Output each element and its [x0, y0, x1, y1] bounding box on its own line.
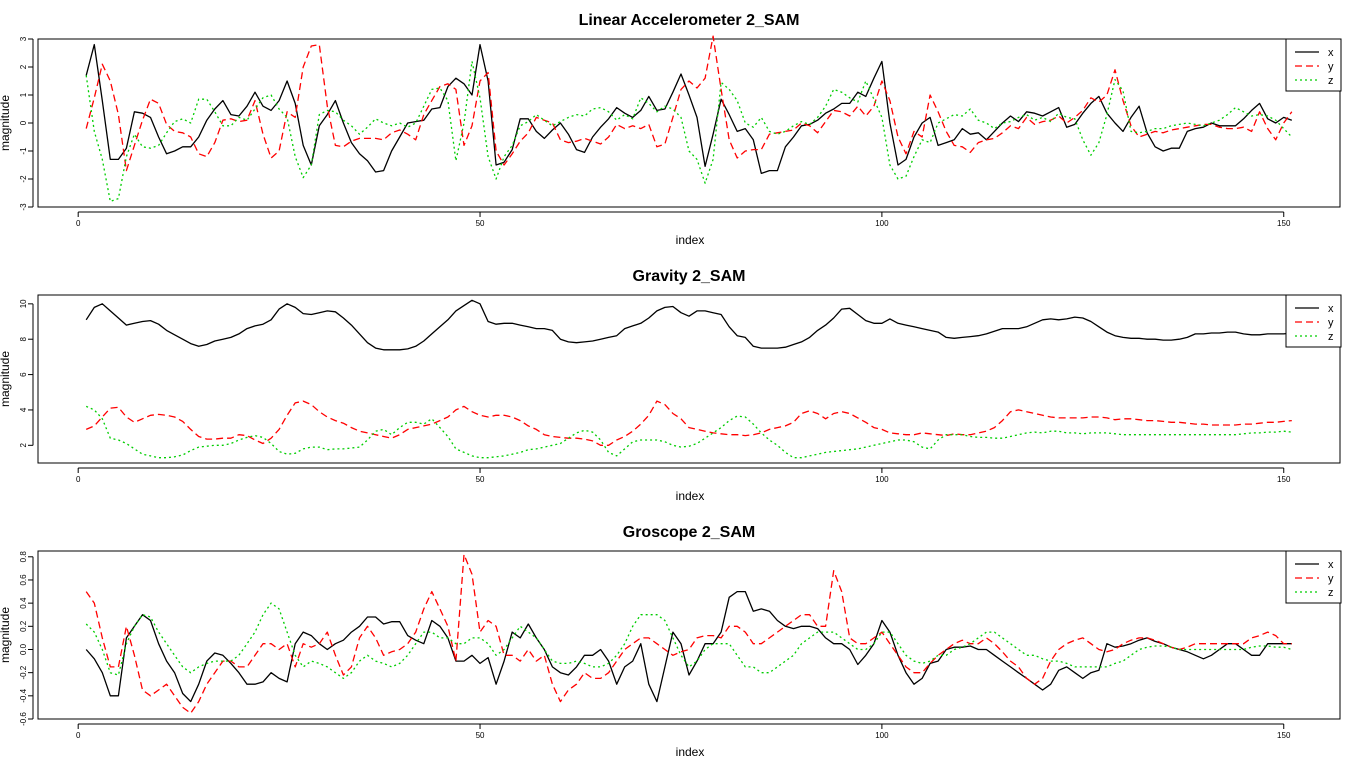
legend-label-z: z — [1328, 587, 1334, 599]
legend-label-z: z — [1328, 331, 1334, 343]
x-tick-label: 150 — [1277, 219, 1291, 228]
series-line-x — [85, 299, 1292, 351]
y-tick-label: -2 — [19, 175, 28, 183]
chart-title: Gravity 2_SAM — [633, 268, 746, 285]
y-tick-label: 0.8 — [19, 551, 28, 563]
y-tick-label: 0 — [19, 120, 28, 125]
series-line-z — [85, 405, 1292, 459]
series-line-z — [85, 602, 1292, 680]
plot-frame — [37, 38, 1341, 208]
panel-3: Groscope 2_SAM 0 50 100 150 -0.6 -0.4 -0.2 0.0 0.… — [0, 524, 1342, 759]
x-tick-label: 100 — [875, 475, 889, 484]
legend-label-y: y — [1328, 317, 1334, 329]
x-tick-label: 0 — [76, 731, 81, 740]
legend-box — [1285, 38, 1342, 92]
y-tick-label: 0.0 — [19, 643, 28, 655]
y-tick-label: 4 — [19, 407, 28, 412]
y-tick-label: 10 — [19, 299, 28, 308]
y-tick-label: -0.6 — [19, 712, 28, 726]
plot-frame — [37, 550, 1341, 720]
series-line-y — [85, 553, 1292, 714]
x-tick-label: 100 — [875, 219, 889, 228]
y-axis-label: magnitude — [0, 351, 12, 407]
x-tick-label: 50 — [476, 731, 485, 740]
y-tick-label: 1 — [19, 92, 28, 97]
y-tick-label: -0.2 — [19, 665, 28, 679]
x-axis-label: index — [676, 745, 705, 759]
y-tick-label: 2 — [19, 64, 28, 69]
series-line-x — [85, 43, 1293, 175]
y-tick-label: -1 — [19, 147, 28, 155]
series-line-y — [85, 35, 1293, 172]
legend-box — [1285, 550, 1342, 604]
chart-title: Groscope 2_SAM — [623, 524, 755, 541]
x-tick-label: 100 — [875, 731, 889, 740]
y-axis-label: magnitude — [0, 607, 12, 663]
x-tick-label: 50 — [476, 219, 485, 228]
y-tick-label: 0.2 — [19, 620, 28, 632]
legend-label-y: y — [1328, 61, 1334, 73]
series-line-z — [85, 60, 1293, 203]
x-tick-label: 0 — [76, 475, 81, 484]
chart-title: Linear Accelerometer 2_SAM — [579, 12, 800, 29]
series-line-y — [85, 400, 1292, 446]
legend-box — [1285, 294, 1342, 348]
x-tick-label: 150 — [1277, 731, 1291, 740]
y-tick-label: 6 — [19, 372, 28, 377]
legend: xyz — [1285, 550, 1342, 604]
y-tick-label: 0.4 — [19, 597, 28, 609]
legend-label-x: x — [1328, 303, 1334, 315]
y-tick-label: 2 — [19, 443, 28, 448]
y-tick-label: 3 — [19, 36, 28, 41]
x-tick-label: 0 — [76, 219, 81, 228]
panel-2: Gravity 2_SAM 0 50 100 150 2 4 6 8 10 index magnitu… — [0, 268, 1342, 503]
y-tick-label: 0.6 — [19, 574, 28, 586]
legend: xyz — [1285, 38, 1342, 92]
y-tick-label: -3 — [19, 203, 28, 211]
x-tick-label: 50 — [476, 475, 485, 484]
y-tick-label: 8 — [19, 336, 28, 341]
legend-label-x: x — [1328, 559, 1334, 571]
series-line-x — [85, 590, 1292, 703]
x-axis-label: index — [676, 233, 705, 247]
legend-label-z: z — [1328, 75, 1334, 87]
x-tick-label: 150 — [1277, 475, 1291, 484]
plot-frame — [37, 294, 1341, 464]
legend-label-x: x — [1328, 47, 1334, 59]
legend-label-y: y — [1328, 573, 1334, 585]
legend: xyz — [1285, 294, 1342, 348]
y-tick-label: -0.4 — [19, 688, 28, 702]
y-axis-label: magnitude — [0, 95, 12, 151]
panel-1: Linear Accelerometer 2_SAM 0 50 100 150 -3 -2 -… — [0, 12, 1342, 247]
x-axis-label: index — [676, 489, 705, 503]
